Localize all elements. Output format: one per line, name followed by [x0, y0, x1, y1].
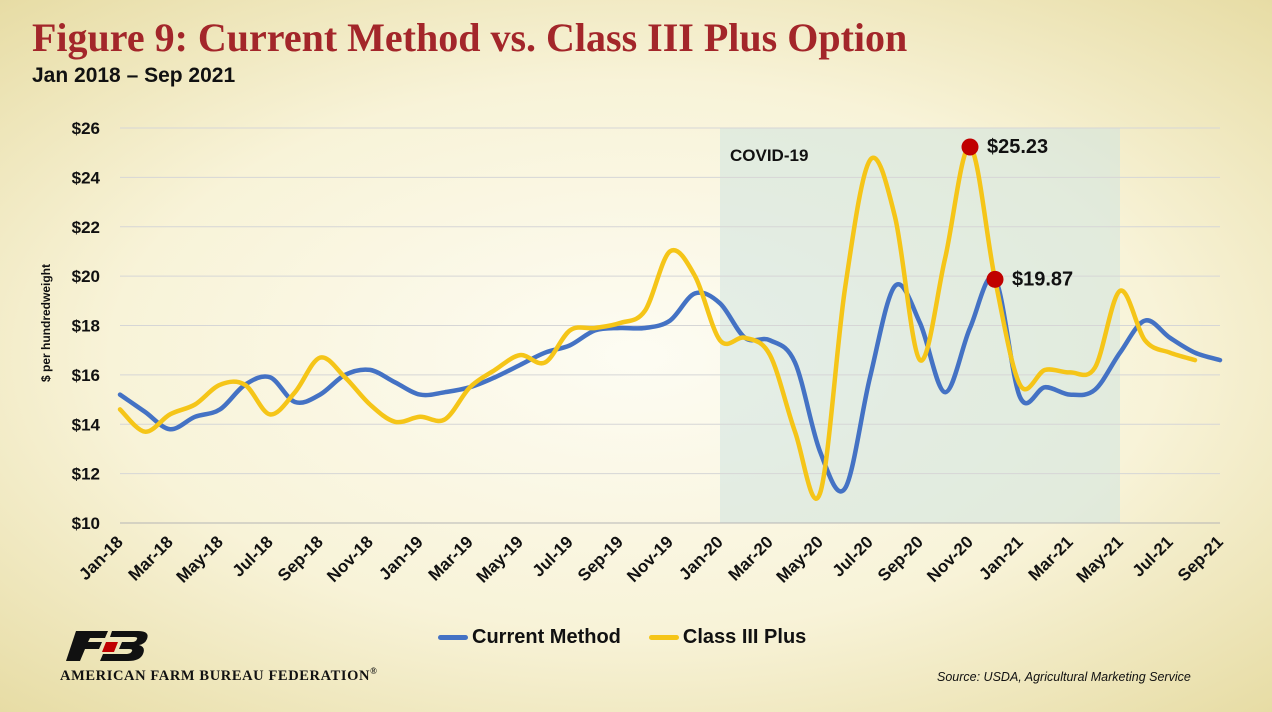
x-tick-label: May-21 — [1073, 532, 1127, 586]
legend-item-class-iii-plus: Class III Plus — [648, 626, 807, 649]
y-axis-label: $ per hundredweight — [39, 264, 53, 382]
x-tick-label: May-18 — [173, 532, 227, 586]
x-tick-label: Sep-20 — [874, 532, 927, 585]
y-tick-label: $16 — [72, 366, 100, 385]
x-tick-label: Sep-21 — [1174, 532, 1227, 585]
y-tick-label: $14 — [72, 415, 101, 434]
organization-name: AMERICAN FARM BUREAU FEDERATION® — [60, 666, 377, 685]
legend-swatch-current-method — [438, 635, 468, 640]
x-tick-label: Nov-18 — [323, 532, 377, 586]
chart-title: Figure 9: Current Method vs. Class III P… — [32, 15, 908, 60]
y-tick-label: $24 — [72, 168, 101, 187]
y-tick-label: $18 — [72, 317, 100, 336]
legend-label-current-method: Current Method — [472, 626, 621, 648]
x-tick-label: Mar-18 — [125, 532, 177, 584]
x-tick-label: Jul-21 — [1129, 532, 1177, 580]
x-tick-label: Jul-19 — [529, 532, 577, 580]
x-tick-label: Jan-19 — [375, 532, 427, 584]
annotation-label: $25.23 — [987, 136, 1048, 158]
annotation-marker — [986, 270, 1004, 288]
covid-region-label: COVID-19 — [730, 146, 808, 165]
x-tick-label: Mar-21 — [1025, 532, 1077, 584]
y-tick-label: $12 — [72, 465, 100, 484]
x-tick-label: Jul-20 — [829, 532, 877, 580]
annotation-marker — [961, 138, 979, 156]
y-tick-label: $20 — [72, 267, 100, 286]
series-line-current-method — [117, 274, 1223, 494]
x-tick-label: Jan-21 — [975, 532, 1027, 584]
legend-swatch-class-iii-plus — [648, 635, 679, 640]
organization-name-text: AMERICAN FARM BUREAU FEDERATION — [60, 667, 371, 684]
x-tick-label: May-19 — [473, 532, 527, 586]
x-tick-label: Mar-19 — [425, 532, 477, 584]
x-tick-label: Sep-19 — [574, 532, 627, 585]
registered-mark: ® — [370, 666, 378, 676]
y-tick-label: $22 — [72, 218, 100, 237]
annotation-label: $19.87 — [1012, 268, 1073, 290]
legend-item-current-method: Current Method — [438, 626, 621, 649]
x-tick-label: Sep-18 — [274, 532, 327, 585]
legend-label-class-iii-plus: Class III Plus — [682, 626, 807, 648]
x-tick-label: May-20 — [773, 532, 827, 586]
x-tick-label: Jan-20 — [675, 532, 727, 584]
source-note: Source: USDA, Agricultural Marketing Ser… — [937, 670, 1191, 684]
x-tick-label: Jul-18 — [229, 532, 277, 580]
y-tick-label: $10 — [72, 514, 100, 533]
x-tick-label: Nov-20 — [923, 532, 977, 586]
series-line-class-iii-plus — [117, 144, 1198, 501]
fb-logo-icon — [66, 631, 148, 661]
x-tick-label: Jan-18 — [75, 532, 127, 584]
x-tick-label: Nov-19 — [623, 532, 677, 586]
legend: Current Method Class III Plus — [438, 626, 834, 649]
y-tick-label: $26 — [72, 119, 100, 138]
chart-subtitle: Jan 2018 – Sep 2021 — [32, 64, 236, 87]
x-tick-label: Mar-20 — [725, 532, 777, 584]
